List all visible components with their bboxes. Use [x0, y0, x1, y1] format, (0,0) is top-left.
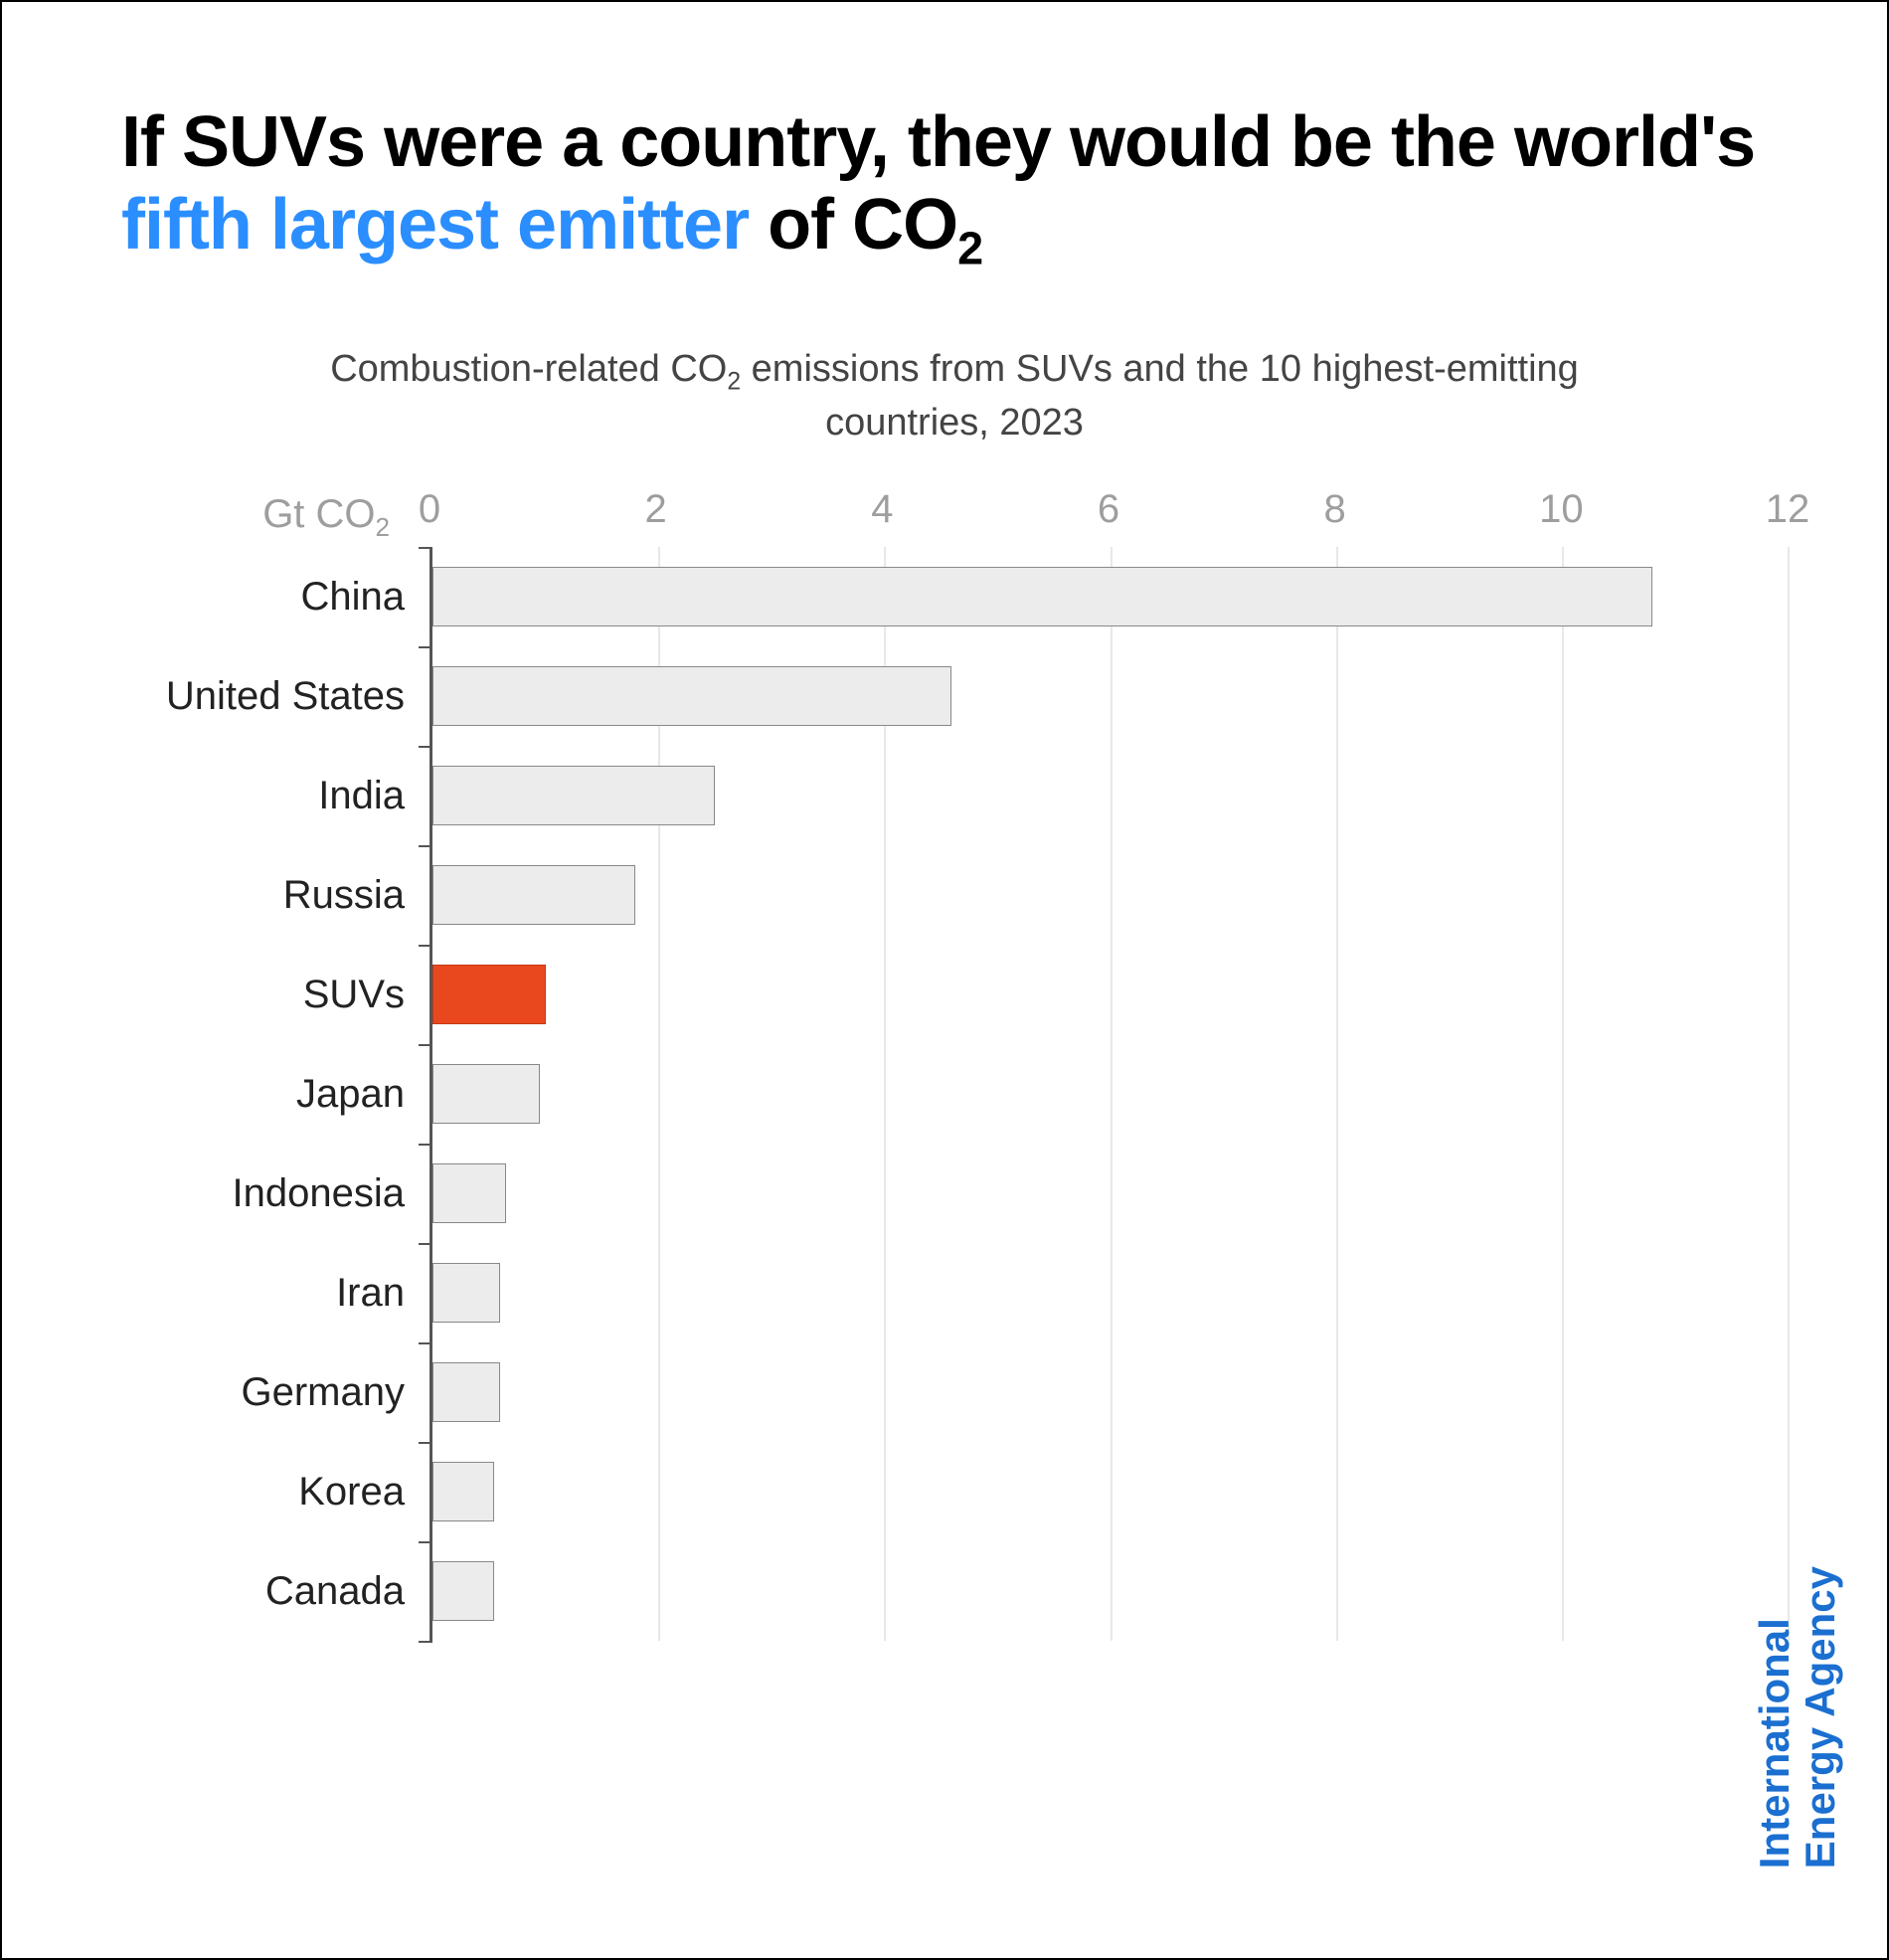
- bar: [432, 1462, 494, 1521]
- axis-tick-mark: [419, 1442, 432, 1444]
- category-label: Canada: [121, 1541, 429, 1641]
- x-ticks-area: 024681012: [429, 487, 1788, 547]
- category-label: Korea: [121, 1442, 429, 1541]
- bar: [432, 1064, 540, 1124]
- bar: [432, 865, 635, 925]
- bar: [432, 1263, 500, 1323]
- bar: [432, 1163, 506, 1223]
- x-tick-label: 6: [1098, 487, 1119, 532]
- y-axis-title: Gt CO2: [121, 492, 429, 543]
- category-label: Indonesia: [121, 1144, 429, 1243]
- plot-row: ChinaUnited StatesIndiaRussiaSUVsJapanIn…: [121, 547, 1788, 1641]
- axis-tick-mark: [419, 1044, 432, 1046]
- category-label: Japan: [121, 1044, 429, 1144]
- axis-tick-mark: [419, 1541, 432, 1543]
- bar-slot: [432, 1442, 1788, 1541]
- bar-slot: [432, 1342, 1788, 1442]
- axis-tick-mark: [419, 945, 432, 947]
- title-sub: 2: [957, 222, 982, 273]
- category-label: SUVs: [121, 945, 429, 1044]
- category-label: United States: [121, 646, 429, 746]
- bar-slot: [432, 746, 1788, 845]
- x-tick-label: 8: [1324, 487, 1346, 532]
- bar-slot: [432, 1243, 1788, 1342]
- bar: [432, 567, 1652, 626]
- axis-tick-mark: [419, 1243, 432, 1245]
- bar-slot: [432, 845, 1788, 945]
- axis-tick-mark: [419, 845, 432, 847]
- bar: [432, 1561, 494, 1621]
- chart-area: Gt CO2 024681012 ChinaUnited StatesIndia…: [121, 487, 1788, 1641]
- x-tick-label: 12: [1766, 487, 1810, 532]
- x-tick-label: 0: [419, 487, 440, 532]
- gridline: [1788, 547, 1790, 1641]
- bar-slot: [432, 646, 1788, 746]
- x-tick-label: 10: [1539, 487, 1584, 532]
- source-line1: International: [1751, 1618, 1798, 1869]
- axis-tick-mark: [419, 1144, 432, 1146]
- bar-slot: [432, 547, 1788, 646]
- axis-tick-mark: [419, 1641, 432, 1643]
- plot-area: [429, 547, 1788, 1641]
- title-highlight: fifth largest emitter: [121, 185, 749, 265]
- bar: [432, 1362, 500, 1422]
- axis-tick-mark: [419, 746, 432, 748]
- bar-slot: [432, 945, 1788, 1044]
- category-label: China: [121, 547, 429, 646]
- category-labels-column: ChinaUnited StatesIndiaRussiaSUVsJapanIn…: [121, 547, 429, 1641]
- bar: [432, 766, 715, 825]
- x-tick-label: 2: [645, 487, 667, 532]
- bar: [432, 965, 546, 1024]
- x-tick-label: 4: [871, 487, 893, 532]
- title-post: of CO: [749, 185, 957, 265]
- axis-tick-mark: [419, 646, 432, 648]
- x-axis-row: Gt CO2 024681012: [121, 487, 1788, 547]
- subtitle-post: emissions from SUVs and the 10 highest-e…: [741, 348, 1579, 444]
- category-label: Russia: [121, 845, 429, 945]
- bars-container: [432, 547, 1788, 1641]
- source-line2: Energy Agency: [1797, 1566, 1843, 1869]
- bar-slot: [432, 1044, 1788, 1144]
- bar-slot: [432, 1144, 1788, 1243]
- subtitle-pre: Combustion-related CO: [330, 348, 727, 390]
- bar-slot: [432, 1541, 1788, 1641]
- category-label: Germany: [121, 1342, 429, 1442]
- subtitle-sub: 2: [727, 369, 741, 396]
- axis-tick-mark: [419, 1342, 432, 1344]
- y-axis-title-sub: 2: [376, 512, 390, 542]
- chart-title: If SUVs were a country, they would be th…: [121, 101, 1788, 275]
- category-label: India: [121, 746, 429, 845]
- axis-tick-mark: [419, 547, 432, 549]
- y-axis-title-pre: Gt CO: [262, 492, 375, 536]
- chart-subtitle: Combustion-related CO2 emissions from SU…: [258, 345, 1650, 447]
- bar: [432, 666, 951, 726]
- chart-frame: If SUVs were a country, they would be th…: [0, 0, 1889, 1960]
- category-label: Iran: [121, 1243, 429, 1342]
- title-pre: If SUVs were a country, they would be th…: [121, 102, 1755, 182]
